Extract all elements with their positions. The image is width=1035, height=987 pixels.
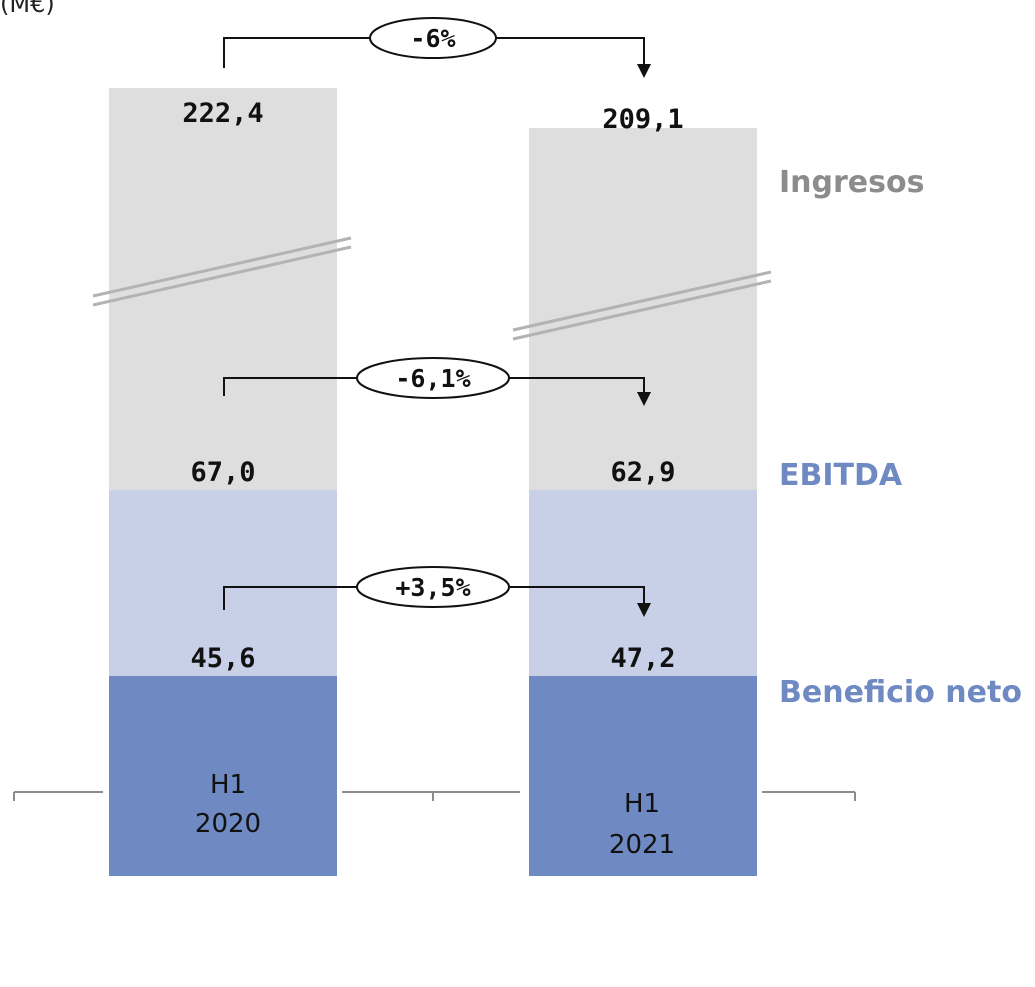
change-ebitda-label: -6,1% [395,364,470,393]
axis-break-mark-2-b [512,279,772,341]
value-label-ingresos-1: 222,4 [182,98,263,129]
change-beneficio-neto-oval [356,566,510,608]
change-ingresos-oval [369,17,497,59]
category-label-1-line-1: H1 [210,770,246,800]
bar-ebitda-2 [529,490,757,676]
axis-break-mark-2-a [512,270,772,332]
change-beneficio-neto-label: +3,5% [395,573,470,602]
category-label-1-line-2: 2020 [195,809,261,839]
category-label-2-line-1: H1 [624,789,660,819]
change-ingresos-arrow-icon [637,64,651,78]
value-label-beneficio-neto-1: 45,6 [190,643,255,674]
change-ebitda-oval [356,357,510,399]
change-ingresos-label: -6% [410,24,455,53]
series-label-beneficio-neto: Beneficio neto [779,675,1022,710]
change-ebitda-arrow-icon [637,392,651,406]
change-beneficio-neto-arrow-icon [637,603,651,617]
series-label-ebitda: EBITDA [779,458,903,493]
category-label-2-line-2: 2021 [609,830,675,860]
bar-beneficio-neto-2 [529,676,757,876]
value-label-ingresos-2: 209,1 [602,104,683,135]
bar-ingresos-1 [109,88,337,490]
unit-label: (M€) [0,0,55,18]
axis-break-mark-1-b [92,245,352,307]
series-label-ingresos: Ingresos [779,165,924,200]
axis-break-mark-1-a [92,236,352,298]
bar-beneficio-neto-1 [109,676,337,876]
value-label-beneficio-neto-2: 47,2 [610,643,675,674]
value-label-ebitda-2: 62,9 [610,457,675,488]
bar-ebitda-1 [109,490,337,676]
value-label-ebitda-1: 67,0 [190,457,255,488]
